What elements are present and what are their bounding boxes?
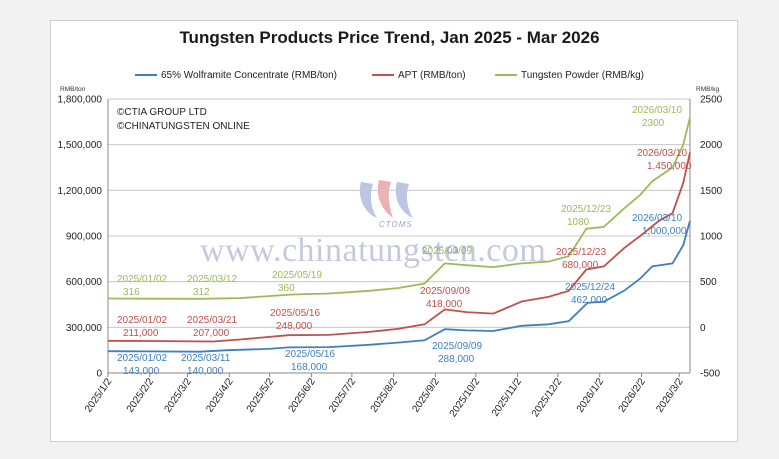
x-tick-label: 2025/6/2 xyxy=(287,376,319,415)
y-tick-label-left: 300,000 xyxy=(66,323,103,334)
x-tick-label: 2025/12/2 xyxy=(530,376,565,419)
x-tick-label: 2025/5/2 xyxy=(245,376,277,415)
data-label-value: 2300 xyxy=(642,118,665,129)
y-tick-label-left: 1,500,000 xyxy=(58,140,103,151)
legend-swatch-tungsten-powder xyxy=(495,74,517,77)
series-line-0 xyxy=(107,220,691,353)
legend-item-tungsten-powder: Tungsten Powder (RMB/kg) xyxy=(495,70,644,81)
y-tick-label-right: 2500 xyxy=(700,95,723,106)
y-tick-label-right: 0 xyxy=(700,323,706,334)
y-tick-label-right: -500 xyxy=(700,369,720,380)
y-tick-label-left: 0 xyxy=(96,369,102,380)
y-tick-label-left: 1,800,000 xyxy=(58,95,103,106)
data-label-value: 1080 xyxy=(567,217,590,228)
ctoms-logo-text: CTOMS xyxy=(379,220,413,229)
data-label-date: 2025/09/09 xyxy=(420,286,470,297)
left-axis-unit: RMB/ton xyxy=(60,86,86,93)
data-label-value: 211,000 xyxy=(123,328,159,339)
data-label-value: 680,000 xyxy=(562,260,599,271)
legend-label-tungsten-powder: Tungsten Powder (RMB/kg) xyxy=(521,70,645,81)
data-label-date: 2025/05/19 xyxy=(272,270,322,281)
data-label-value: 168,000 xyxy=(291,362,328,373)
data-label-date: 2025/12/23 xyxy=(556,247,606,258)
x-tick-label: 2025/11/2 xyxy=(490,376,524,419)
data-label-date: 2025/12/24 xyxy=(565,282,615,293)
y-tick-label-left: 1,200,000 xyxy=(58,186,103,197)
data-label-date: 2025/12/23 xyxy=(561,204,611,215)
data-label-value: 143,000 xyxy=(123,366,160,377)
copyright-ctia: ©CTIA GROUP LTD xyxy=(117,107,207,118)
x-tick-label: 2025/2/2 xyxy=(125,376,157,415)
data-label-value: 462,000 xyxy=(571,295,608,306)
x-tick-label: 2025/1/2 xyxy=(83,376,115,415)
ctoms-logo-watermark xyxy=(359,180,413,218)
y-tick-label-right: 500 xyxy=(700,277,717,288)
chart-frame xyxy=(50,20,738,442)
legend-swatch-apt xyxy=(372,74,394,77)
copyright-chinatungsten: ©CHINATUNGSTEN ONLINE xyxy=(117,121,250,132)
data-label-value: 140,000 xyxy=(187,366,224,377)
data-label-value: 418,000 xyxy=(426,299,463,310)
data-label-date: 2025/09/09 xyxy=(422,246,472,257)
data-label-date: 2025/05/16 xyxy=(285,349,335,360)
data-label-date: 2025/09/09 xyxy=(432,341,482,352)
chart-title: Tungsten Products Price Trend, Jan 2025 … xyxy=(179,28,600,47)
data-label-value: 288,000 xyxy=(438,354,475,365)
data-label-value: 1,450,000 xyxy=(647,161,692,172)
data-label-date: 2025/01/02 xyxy=(117,353,167,364)
data-label-date: 2026/03/10 xyxy=(637,148,687,159)
data-label-value: 312 xyxy=(193,287,210,298)
x-tick-label: 2026/3/2 xyxy=(654,376,686,415)
data-label-date: 2025/03/11 xyxy=(181,353,231,364)
x-tick-label: 2026/2/2 xyxy=(617,376,649,415)
data-label-value: 248,000 xyxy=(276,321,313,332)
x-tick-label: 2025/10/2 xyxy=(448,376,483,419)
legend-item-wolframite: 65% Wolframite Concentrate (RMB/ton) xyxy=(135,70,337,81)
y-tick-label-left: 600,000 xyxy=(66,277,103,288)
data-label-date: 2025/05/16 xyxy=(270,308,320,319)
legend-label-wolframite: 65% Wolframite Concentrate (RMB/ton) xyxy=(161,70,337,81)
watermark-url: www.chinatungsten.com xyxy=(200,232,547,269)
data-label-value: 360 xyxy=(278,283,295,294)
x-tick-label: 2025/8/2 xyxy=(369,376,401,415)
x-tick-label: 2025/9/2 xyxy=(410,376,442,415)
data-label-value: 207,000 xyxy=(193,328,230,339)
right-axis-unit: RMB/kg xyxy=(696,86,720,93)
legend-swatch-wolframite xyxy=(135,74,157,77)
data-label-date: 2026/03/10 xyxy=(632,213,682,224)
x-tick-label: 2026/1/2 xyxy=(575,376,607,415)
y-tick-label-right: 2000 xyxy=(700,140,723,151)
legend-item-apt: APT (RMB/ton) xyxy=(372,70,466,81)
y-tick-label-right: 1500 xyxy=(700,186,723,197)
data-label-date: 2025/03/21 xyxy=(187,315,237,326)
series-line-2 xyxy=(107,117,691,300)
data-label-date: 2025/03/12 xyxy=(187,274,237,285)
legend-label-apt: APT (RMB/ton) xyxy=(398,70,466,81)
x-tick-label: 2025/3/2 xyxy=(163,376,195,415)
data-label-value: 316 xyxy=(123,287,140,298)
y-tick-label-right: 1000 xyxy=(700,232,723,243)
x-tick-label: 2025/7/2 xyxy=(327,376,359,415)
x-tick-label: 2025/4/2 xyxy=(204,376,236,415)
series-line-1 xyxy=(107,152,691,343)
y-tick-label-left: 900,000 xyxy=(66,232,103,243)
data-label-value: 1,000,000 xyxy=(642,226,687,237)
data-label-date: 2025/01/02 xyxy=(117,274,167,285)
data-label-date: 2025/01/02 xyxy=(117,315,167,326)
data-label-date: 2026/03/10 xyxy=(632,105,682,116)
